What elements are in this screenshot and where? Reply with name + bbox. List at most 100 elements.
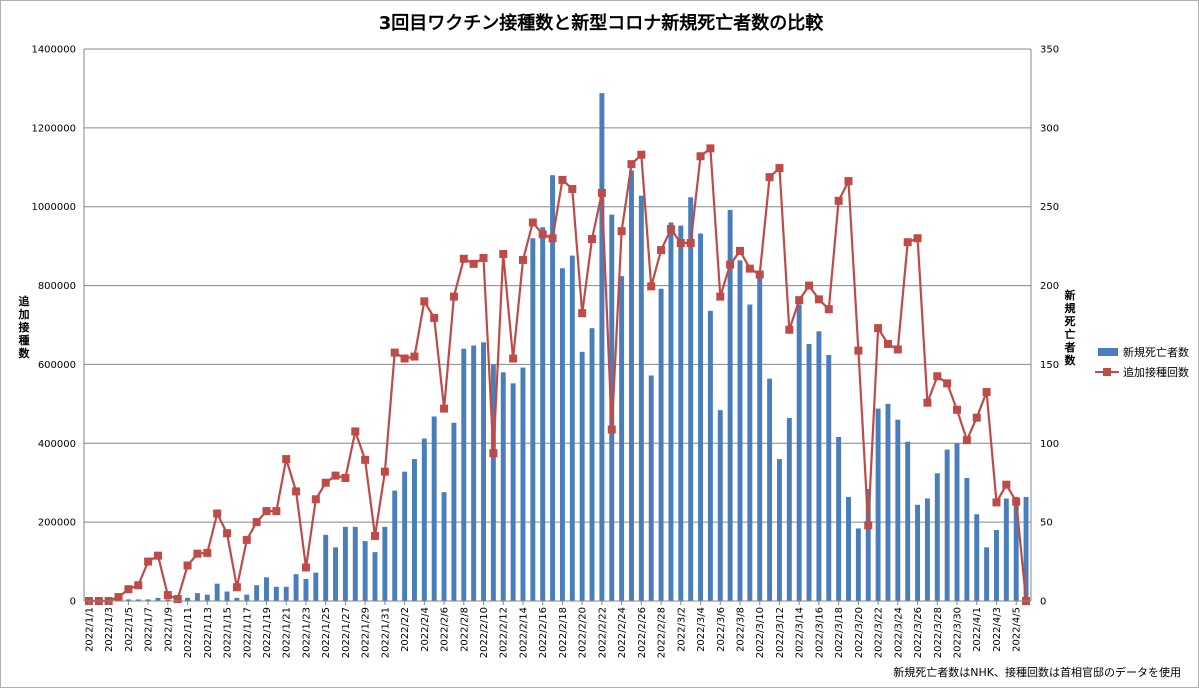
bar <box>194 593 200 601</box>
left-tick-label: 800000 <box>38 281 76 292</box>
bar <box>796 304 802 601</box>
line-marker <box>203 548 212 557</box>
line-marker <box>903 238 912 247</box>
line-marker <box>844 177 853 186</box>
right-axis-ticks: 0 50 100 150 200 250 300 350 <box>1040 45 1059 608</box>
axis-label-char: 数 <box>19 346 31 360</box>
bar <box>155 597 161 601</box>
bar <box>362 541 368 601</box>
x-tick-label: 2022/2/16 <box>538 607 549 658</box>
bar <box>934 473 940 601</box>
line-marker <box>538 230 547 239</box>
bar <box>589 328 595 601</box>
line-marker <box>755 270 764 279</box>
bar <box>1023 496 1029 601</box>
bar <box>865 489 871 601</box>
axis-label-char: 死 <box>1065 315 1076 328</box>
line-marker <box>153 551 162 560</box>
line-marker <box>242 535 251 544</box>
line-marker <box>183 561 192 570</box>
bar <box>520 367 526 601</box>
line-marker <box>637 150 646 159</box>
bar <box>599 93 605 601</box>
chart-title: 3回目ワクチン接種数と新型コロナ新規死亡者数の比較 <box>379 12 825 34</box>
bar <box>1013 496 1019 601</box>
line-marker <box>972 413 981 422</box>
bar <box>638 195 644 601</box>
line-marker <box>144 557 153 566</box>
line-marker <box>1012 497 1021 506</box>
legend-label-vaccinations: 追加接種回数 <box>1123 365 1189 379</box>
x-tick-label: 2022/2/18 <box>558 607 569 658</box>
x-tick-label: 2022/3/16 <box>814 607 825 658</box>
line-marker <box>351 427 360 436</box>
line-marker <box>114 593 123 602</box>
line-marker <box>232 583 241 592</box>
right-axis-label: 新規死亡者数 <box>1064 288 1077 367</box>
right-tick-label: 350 <box>1040 45 1059 56</box>
bar <box>885 403 891 601</box>
line-marker <box>548 234 557 243</box>
left-tick-label: 1400000 <box>31 45 76 56</box>
x-tick-label: 2022/1/19 <box>262 607 273 658</box>
bar <box>658 288 664 601</box>
legend-bar-swatch <box>1098 348 1118 356</box>
bar <box>510 383 516 601</box>
line-marker <box>223 529 232 538</box>
line-marker <box>341 473 350 482</box>
line-marker <box>962 436 971 445</box>
bar <box>786 418 792 601</box>
bar <box>559 268 565 601</box>
bar <box>1003 498 1009 601</box>
bar <box>550 175 556 601</box>
x-axis-ticks: 2022/1/1 2022/1/3 2022/1/5 2022/1/7 2022/1/9… <box>84 601 1023 658</box>
x-tick-label: 2022/1/23 <box>301 607 312 658</box>
line-marker <box>321 478 330 487</box>
line-marker <box>134 581 143 590</box>
line-marker <box>193 549 202 558</box>
x-tick-label: 2022/2/2 <box>400 607 411 652</box>
x-tick-label: 2022/2/12 <box>499 607 510 658</box>
bar <box>204 594 210 601</box>
x-tick-label: 2022/3/18 <box>834 607 845 658</box>
bar <box>678 225 684 601</box>
legend-label-deaths: 新規死亡者数 <box>1123 345 1189 359</box>
bar <box>717 410 723 601</box>
x-tick-label: 2022/4/1 <box>972 607 983 652</box>
x-tick-label: 2022/1/13 <box>203 607 214 658</box>
line-marker <box>666 225 675 234</box>
x-tick-label: 2022/3/30 <box>953 607 964 658</box>
line-marker <box>479 253 488 262</box>
line-marker <box>459 254 468 263</box>
bar <box>214 583 220 601</box>
line-marker <box>953 405 962 414</box>
left-tick-label: 200000 <box>38 518 76 529</box>
bar <box>352 526 358 601</box>
bar <box>471 345 477 601</box>
bar <box>924 498 930 601</box>
line-marker <box>528 218 537 227</box>
legend-marker-swatch <box>1103 368 1111 376</box>
bar <box>747 304 753 601</box>
bar <box>698 233 704 602</box>
line-marker <box>706 144 715 153</box>
left-axis-ticks: 0 200000 400000 600000 800000 1000000 1200000 1… <box>31 45 76 608</box>
line-marker <box>775 164 784 173</box>
line-marker <box>893 345 902 354</box>
left-tick-label: 0 <box>70 597 76 608</box>
bar <box>293 574 299 601</box>
x-tick-label: 2022/2/26 <box>637 607 648 658</box>
x-tick-label: 2022/3/20 <box>854 607 865 658</box>
line-marker <box>834 196 843 205</box>
source-note: 新規死亡者数はNHK、接種回数は首相官邸のデータを使用 <box>893 665 1181 679</box>
bar <box>855 528 861 601</box>
left-tick-label: 1200000 <box>31 123 76 134</box>
line-marker <box>272 507 281 516</box>
line-marker <box>686 238 695 247</box>
line-marker <box>410 352 419 361</box>
line-marker <box>252 518 261 527</box>
line-marker <box>814 295 823 304</box>
line-marker <box>292 487 301 496</box>
